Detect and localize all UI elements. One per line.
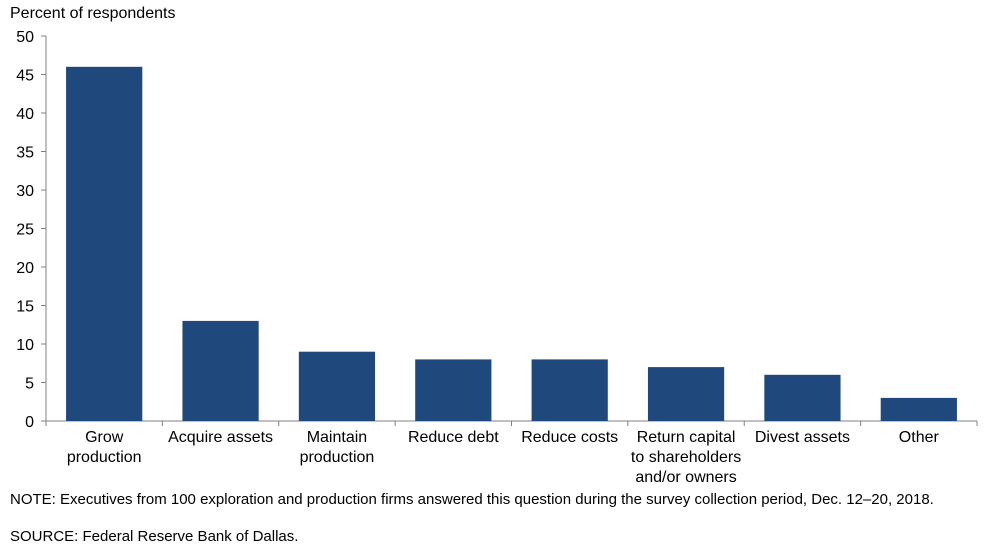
y-tick-label: 15 — [16, 299, 34, 316]
y-tick-label: 30 — [16, 183, 34, 200]
y-tick-labels: 0 5 10 15 20 25 30 35 40 45 50 — [16, 29, 34, 431]
y-tick-label: 35 — [16, 145, 34, 162]
x-category-label: Divest assets — [755, 429, 850, 446]
x-category-labels: Grow production Acquire assets Maintain prod… — [67, 429, 940, 486]
x-category-label: Other — [899, 429, 940, 446]
bar — [531, 359, 608, 421]
y-tick-label: 10 — [16, 337, 34, 354]
bar — [764, 374, 841, 421]
bar — [415, 359, 492, 421]
y-axis-title: Percent of respondents — [10, 5, 176, 22]
x-category-label: Grow production — [67, 429, 142, 466]
y-tick-label: 50 — [16, 29, 34, 46]
x-category-label: Acquire assets — [168, 429, 273, 446]
x-category-label: Reduce costs — [521, 429, 618, 446]
y-tick-label: 5 — [25, 376, 34, 393]
y-tick-label: 0 — [25, 414, 34, 431]
y-tick-label: 45 — [16, 68, 34, 85]
bar — [66, 66, 143, 422]
source-text: SOURCE: Federal Reserve Bank of Dallas. — [10, 528, 299, 545]
bars — [66, 66, 957, 422]
bar-chart: 0 5 10 15 20 25 30 35 40 45 50 Grow production Acqui… — [16, 29, 978, 486]
y-tick-label: 25 — [16, 222, 34, 239]
axes — [41, 35, 978, 426]
x-category-label: Maintain production — [300, 429, 375, 466]
x-category-label: Reduce debt — [408, 429, 499, 446]
bar — [298, 351, 376, 421]
bar — [647, 367, 725, 421]
y-tick-label: 20 — [16, 260, 34, 277]
x-category-label: Return capital to shareholders and/or owne… — [631, 429, 741, 486]
note-text: NOTE: Executives from 100 exploration an… — [10, 491, 934, 508]
y-tick-label: 40 — [16, 106, 34, 123]
bar — [182, 320, 259, 421]
bar — [880, 397, 957, 421]
